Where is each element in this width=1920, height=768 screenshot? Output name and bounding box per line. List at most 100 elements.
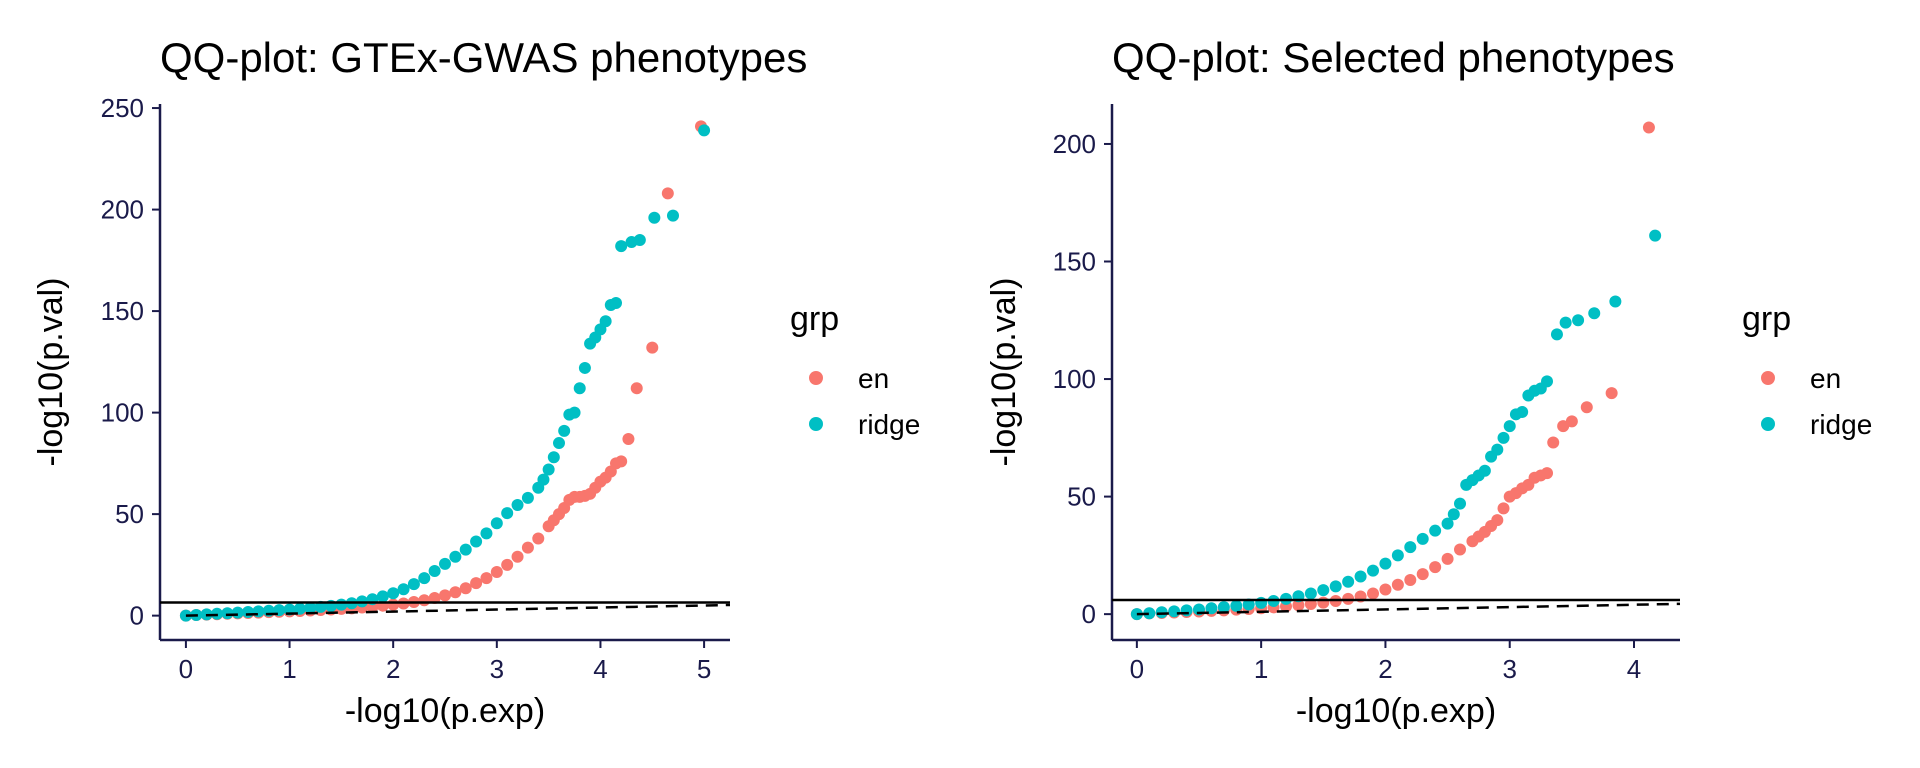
data-point-ridge: [568, 406, 581, 419]
data-point-ridge: [1491, 443, 1504, 456]
x-tick-label: 3: [1502, 654, 1516, 684]
data-point-ridge: [1441, 517, 1454, 530]
y-tick-label: 200: [101, 195, 144, 225]
data-point-ridge: [633, 234, 646, 247]
data-point-ridge: [1168, 605, 1181, 618]
x-tick-label: 2: [1378, 654, 1392, 684]
data-point-ridge: [1304, 587, 1317, 600]
data-point-en: [1379, 583, 1392, 596]
data-point-ridge: [1649, 229, 1662, 242]
data-point-en: [387, 598, 400, 611]
data-point-ridge: [1367, 564, 1380, 577]
data-point-ridge: [439, 557, 451, 570]
data-point-en: [1404, 574, 1417, 587]
data-point-ridge: [407, 578, 420, 591]
data-point-en: [459, 582, 472, 595]
y-tick-label: 150: [1053, 247, 1096, 277]
data-point-ridge: [1478, 464, 1491, 477]
data-point-en: [439, 589, 451, 602]
x-tick-label: 0: [179, 654, 193, 684]
data-point-ridge: [1205, 602, 1218, 615]
data-point-ridge: [1541, 375, 1554, 388]
data-point-ridge: [449, 550, 462, 563]
data-point-ridge: [573, 382, 586, 395]
data-point-ridge: [231, 606, 244, 619]
data-point-en: [1454, 543, 1467, 556]
data-point-ridge: [501, 507, 514, 520]
legend-label-ridge: ridge: [1810, 409, 1872, 440]
data-point-en: [1580, 401, 1593, 414]
legend-label-en: en: [858, 363, 889, 394]
series-ridge: [1130, 229, 1662, 621]
data-point-ridge: [1180, 604, 1193, 617]
data-point-ridge: [1217, 601, 1230, 614]
data-point-ridge: [459, 543, 472, 556]
data-point-ridge: [542, 463, 555, 476]
x-tick-label: 0: [1130, 654, 1144, 684]
data-point-ridge: [1497, 431, 1510, 444]
data-point-en: [646, 341, 659, 354]
legend-key-en: [1761, 371, 1775, 385]
data-point-en: [1317, 596, 1330, 609]
data-point-ridge: [1143, 607, 1156, 620]
data-point-ridge: [667, 209, 679, 222]
y-tick-label: 100: [101, 398, 144, 428]
data-point-en: [480, 572, 493, 585]
y-tick-label: 150: [101, 296, 144, 326]
legend-key-ridge: [1761, 417, 1775, 431]
data-point-en: [428, 591, 441, 604]
data-point-ridge: [547, 451, 560, 464]
data-point-en: [490, 565, 503, 578]
data-point-en: [449, 586, 462, 599]
data-point-ridge: [648, 211, 661, 224]
data-point-ridge: [480, 527, 493, 540]
data-point-ridge: [242, 605, 255, 618]
data-point-ridge: [1447, 508, 1460, 521]
data-point-ridge: [615, 240, 628, 253]
data-point-ridge: [1329, 580, 1342, 593]
data-point-ridge: [1503, 420, 1516, 433]
data-point-ridge: [1454, 497, 1467, 510]
data-point-en: [1565, 415, 1578, 428]
data-point-ridge: [252, 605, 265, 618]
reference-diagonal-line: [185, 603, 731, 617]
data-point-en: [418, 594, 431, 607]
data-point-en: [470, 577, 483, 590]
series-ridge: [179, 124, 711, 622]
data-point-ridge: [1609, 295, 1622, 308]
data-point-ridge: [1317, 584, 1330, 597]
reference-diagonal-line: [1136, 602, 1681, 616]
series-en: [179, 120, 707, 622]
data-point-ridge: [1354, 570, 1367, 583]
x-tick-label: 1: [282, 654, 296, 684]
data-point-en: [1416, 568, 1429, 581]
data-point-ridge: [1255, 596, 1268, 609]
data-point-en: [1292, 599, 1305, 612]
chart-title: QQ-plot: GTEx-GWAS phenotypes: [160, 34, 807, 81]
y-tick-label: 250: [101, 93, 144, 123]
data-point-ridge: [314, 600, 327, 613]
data-point-ridge: [418, 572, 431, 585]
data-point-ridge: [1416, 532, 1429, 545]
data-point-ridge: [553, 437, 565, 450]
data-point-ridge: [1342, 575, 1355, 588]
data-point-en: [1605, 387, 1618, 400]
data-point-ridge: [1572, 314, 1585, 327]
data-point-ridge: [537, 473, 550, 486]
y-axis-label: -log10(p.val): [32, 278, 70, 467]
data-point-en: [1441, 552, 1454, 565]
data-point-en: [622, 433, 635, 445]
x-tick-label: 4: [593, 654, 607, 684]
data-point-ridge: [511, 498, 524, 511]
legend-title: grp: [790, 300, 839, 338]
y-tick-label: 100: [1053, 364, 1096, 394]
legend-key-en: [809, 371, 823, 385]
data-point-en: [1497, 502, 1510, 515]
data-point-ridge: [304, 601, 317, 614]
x-tick-label: 5: [697, 654, 711, 684]
panel-selected: QQ-plot: Selected phenotypes 0 1 2 3 4 0 50 100 1…: [985, 34, 1872, 730]
data-point-ridge: [1429, 524, 1442, 537]
x-axis-label: -log10(p.exp): [1296, 692, 1496, 730]
